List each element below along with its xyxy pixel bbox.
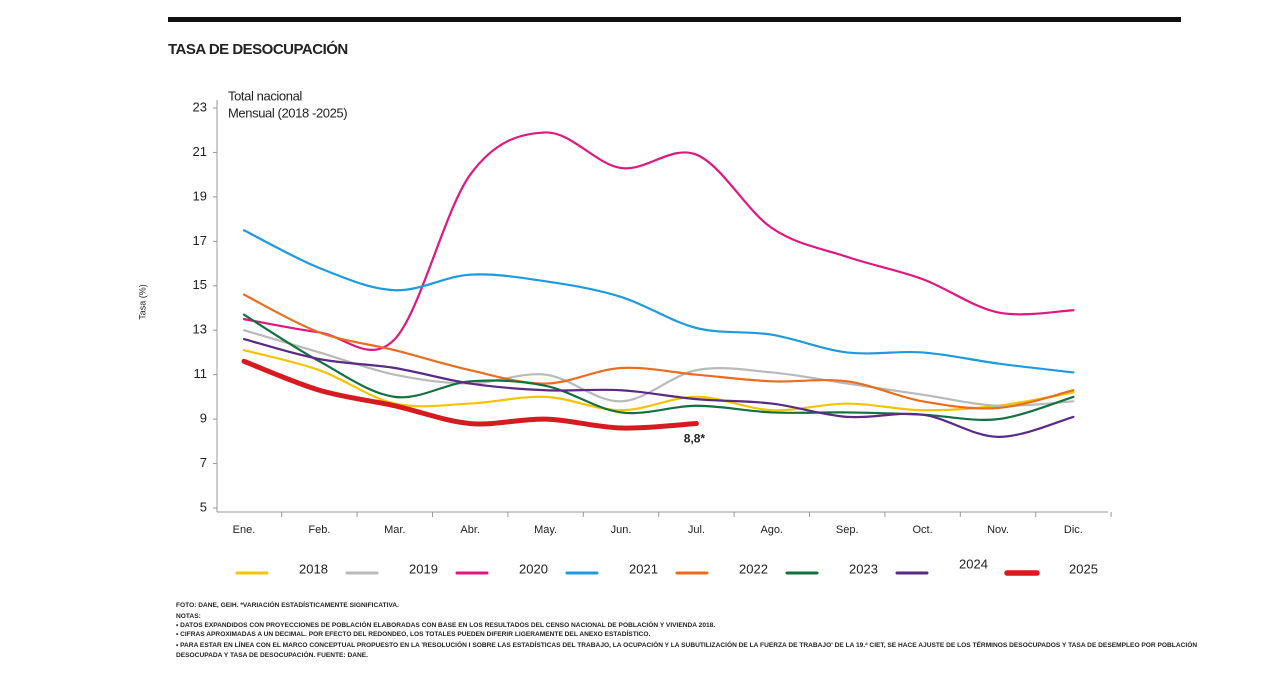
y-tick-label: 21 [193, 144, 207, 159]
x-tick-label: Nov. [987, 524, 1009, 536]
top-rule [168, 17, 1181, 22]
x-tick-label: Mar. [384, 524, 405, 536]
x-tick-label: Feb. [308, 524, 330, 536]
y-tick-label: 19 [193, 188, 207, 203]
legend-label: 2019 [409, 561, 438, 576]
chart-title: TASA DE DESOCUPACIÓN [168, 40, 348, 58]
legend-label: 2022 [739, 561, 768, 576]
y-tick-label: 23 [193, 99, 207, 114]
series-line [241, 358, 699, 431]
x-tick-label: Ago. [760, 524, 783, 536]
legend-label: 2024 [959, 556, 988, 571]
series-line [242, 131, 1075, 351]
legend-label: 2021 [629, 561, 658, 576]
x-tick-label: Ene. [233, 524, 256, 536]
footnote: • CIFRAS APROXIMADAS A UN DECIMAL. POR E… [176, 629, 650, 638]
x-tick-label: Oct. [913, 524, 933, 536]
x-tick-label: Jun. [611, 524, 632, 536]
data-label: 8,8* [684, 432, 706, 446]
series-line [242, 293, 1075, 410]
y-tick-label: 15 [193, 277, 207, 292]
footnote: FOTO: DANE, GEIH. *VARIACIÓN ESTADÍSTICA… [176, 600, 399, 609]
subtitle: Total nacional [228, 88, 302, 103]
footnote: NOTAS: [176, 613, 201, 620]
footnote: • DATOS EXPANDIDOS CON PROYECCIONES DE P… [176, 620, 715, 629]
series-line [242, 229, 1075, 374]
footnote: • PARA ESTAR EN LÍNEA CON EL MARCO CONCE… [176, 640, 1197, 649]
x-tick-label: Dic. [1064, 524, 1083, 536]
series-line [242, 349, 1075, 412]
subtitle: Mensual (2018 -2025) [228, 105, 347, 120]
footnote: DESOCUPADA Y TASA DE DESOCUPACIÓN. FUENT… [176, 650, 368, 659]
legend-label: 2025 [1069, 561, 1098, 576]
series-line [242, 338, 1075, 438]
y-tick-label: 7 [200, 455, 207, 470]
legend-label: 2023 [849, 561, 878, 576]
y-tick-label: 17 [193, 233, 207, 248]
x-tick-label: Abr. [460, 524, 480, 536]
y-tick-label: 9 [200, 411, 207, 426]
x-tick-label: May. [534, 524, 557, 536]
y-tick-label: 13 [193, 322, 207, 337]
y-axis-label: Tasa (%) [137, 284, 147, 320]
y-tick-label: 11 [194, 366, 208, 381]
legend-label: 2020 [519, 561, 548, 576]
y-tick-label: 5 [200, 499, 207, 514]
x-tick-label: Jul. [688, 524, 705, 536]
series-line [242, 329, 1075, 408]
x-tick-label: Sep. [836, 524, 859, 536]
legend-label: 2018 [299, 561, 328, 576]
